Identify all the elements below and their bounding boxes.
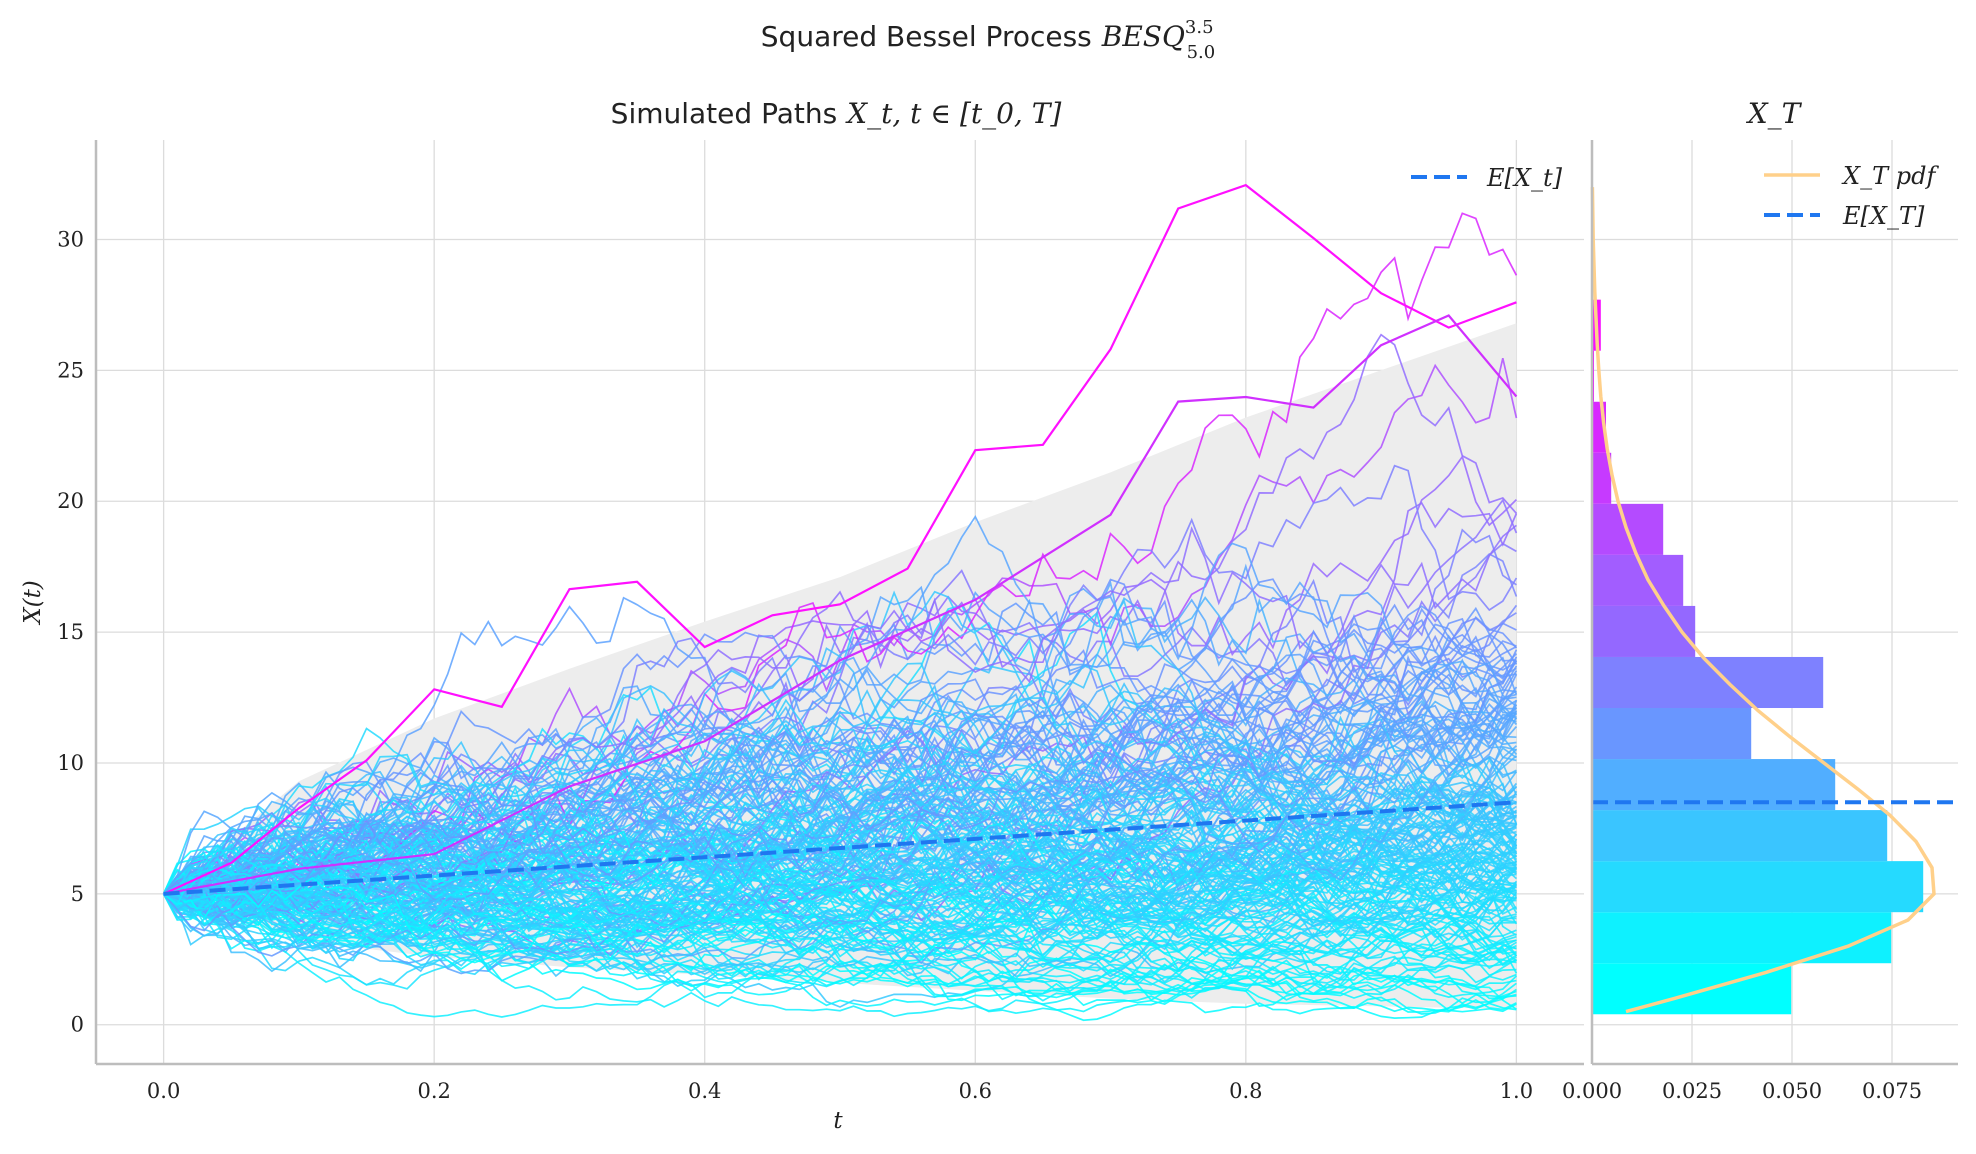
simulated-path bbox=[163, 849, 1517, 972]
terminal-x-tick-label: 0.000 bbox=[1562, 1079, 1622, 1103]
simulated-path bbox=[163, 635, 1518, 919]
simulated-path bbox=[162, 647, 1518, 895]
simulated-path bbox=[162, 839, 1517, 977]
paths-x-tick-label: 0.8 bbox=[1229, 1079, 1262, 1103]
simulated-path bbox=[162, 515, 1517, 895]
simulated-path bbox=[163, 658, 1517, 895]
histogram-bar bbox=[1592, 810, 1888, 862]
simulated-path bbox=[163, 838, 1517, 956]
simulated-path bbox=[163, 745, 1517, 908]
terminal-distribution-panel: X_T 0.000 0.025 0.050 0.075 X_T pdf E[X_T] bbox=[1562, 97, 1958, 1103]
simulated-path bbox=[163, 578, 1517, 895]
expectation-line bbox=[163, 800, 1517, 896]
simulated-path bbox=[163, 889, 1517, 983]
simulated-path bbox=[163, 622, 1517, 895]
simulated-path bbox=[163, 771, 1518, 922]
paths-x-tick-label: 0.4 bbox=[688, 1079, 721, 1103]
histogram-bar bbox=[1592, 708, 1752, 760]
terminal-x-tick-label: 0.025 bbox=[1662, 1079, 1722, 1103]
histogram-bar bbox=[1592, 963, 1792, 1015]
simulated-path bbox=[163, 838, 1518, 955]
histogram-bar bbox=[1592, 656, 1824, 709]
paths-panel: Simulated Paths X_t, t ∈ [t_0, T] 0.0 0.2 0… bbox=[20, 97, 1584, 1134]
simulated-path bbox=[163, 660, 1518, 896]
paths-x-tick-label: 0.2 bbox=[417, 1079, 450, 1103]
paths-y-tick-label: 5 bbox=[71, 882, 84, 906]
terminal-x-tick-label: 0.075 bbox=[1862, 1079, 1922, 1103]
paths-y-ticks: 0 5 10 15 20 25 30 bbox=[57, 227, 84, 1036]
simulated-path bbox=[163, 726, 1518, 936]
terminal-x-tick-label: 0.050 bbox=[1762, 1079, 1822, 1103]
figure-suptitle: Squared Bessel Process BESQ3.5 5.0 bbox=[761, 17, 1215, 63]
paths-y-tick-label: 10 bbox=[57, 751, 84, 775]
pdf-curve bbox=[1590, 187, 1936, 1014]
simulated-path bbox=[163, 653, 1518, 955]
simulated-path bbox=[163, 598, 1517, 912]
mean-legend-label: E[X_T] bbox=[1842, 202, 1925, 230]
simulated-path bbox=[163, 842, 1517, 1013]
simulated-path bbox=[163, 876, 1517, 1013]
terminal-legend: X_T pdf E[X_T] bbox=[1764, 162, 1939, 230]
simulated-path bbox=[163, 654, 1518, 903]
paths-x-ticks: 0.0 0.2 0.4 0.6 0.8 1.0 bbox=[147, 1079, 1533, 1103]
paths-y-axis-label: X(t) bbox=[20, 580, 46, 626]
paths-legend: E[X_t] bbox=[1411, 164, 1563, 192]
simulated-path bbox=[163, 780, 1517, 949]
highlight-path bbox=[163, 183, 1517, 895]
simulated-path bbox=[163, 697, 1517, 920]
paths-x-tick-label: 0.6 bbox=[959, 1079, 992, 1103]
simulated-path bbox=[163, 842, 1517, 939]
simulated-path bbox=[163, 677, 1518, 902]
pdf-legend-label: X_T pdf bbox=[1841, 162, 1939, 190]
simulated-path bbox=[163, 860, 1517, 941]
terminal-x-ticks: 0.000 0.025 0.050 0.075 bbox=[1562, 1079, 1922, 1103]
paths-y-tick-label: 30 bbox=[57, 227, 84, 251]
histogram-bar bbox=[1592, 861, 1924, 913]
simulated-path bbox=[163, 596, 1517, 895]
paths-panel-title: Simulated Paths X_t, t ∈ [t_0, T] bbox=[611, 97, 1062, 130]
simulated-paths bbox=[162, 183, 1518, 1022]
simulated-path bbox=[163, 885, 1517, 1022]
simulated-path bbox=[163, 668, 1517, 895]
simulated-path bbox=[162, 660, 1518, 932]
highlight-path bbox=[163, 314, 1518, 895]
simulated-path bbox=[163, 662, 1517, 907]
terminal-panel-title: X_T bbox=[1746, 97, 1803, 130]
paths-x-tick-label: 1.0 bbox=[1500, 1079, 1533, 1103]
paths-legend-label: E[X_t] bbox=[1486, 164, 1563, 192]
histogram-bars bbox=[1592, 299, 1924, 1015]
simulated-path bbox=[162, 819, 1517, 950]
simulated-path bbox=[163, 684, 1517, 895]
histogram-bar bbox=[1592, 554, 1684, 606]
paths-y-tick-label: 25 bbox=[57, 358, 84, 382]
simulated-path bbox=[162, 872, 1517, 1014]
paths-x-axis-label: t bbox=[833, 1108, 843, 1134]
paths-y-tick-label: 20 bbox=[57, 489, 84, 513]
simulated-path bbox=[163, 613, 1518, 906]
simulated-path bbox=[163, 707, 1518, 960]
paths-y-tick-label: 0 bbox=[71, 1013, 84, 1037]
paths-x-tick-label: 0.0 bbox=[147, 1079, 180, 1103]
paths-y-tick-label: 15 bbox=[57, 620, 84, 644]
histogram-bar bbox=[1592, 452, 1612, 504]
simulated-path bbox=[163, 673, 1518, 901]
histogram-bar bbox=[1592, 605, 1696, 657]
histogram-bar bbox=[1592, 912, 1892, 964]
simulated-path bbox=[163, 867, 1517, 999]
